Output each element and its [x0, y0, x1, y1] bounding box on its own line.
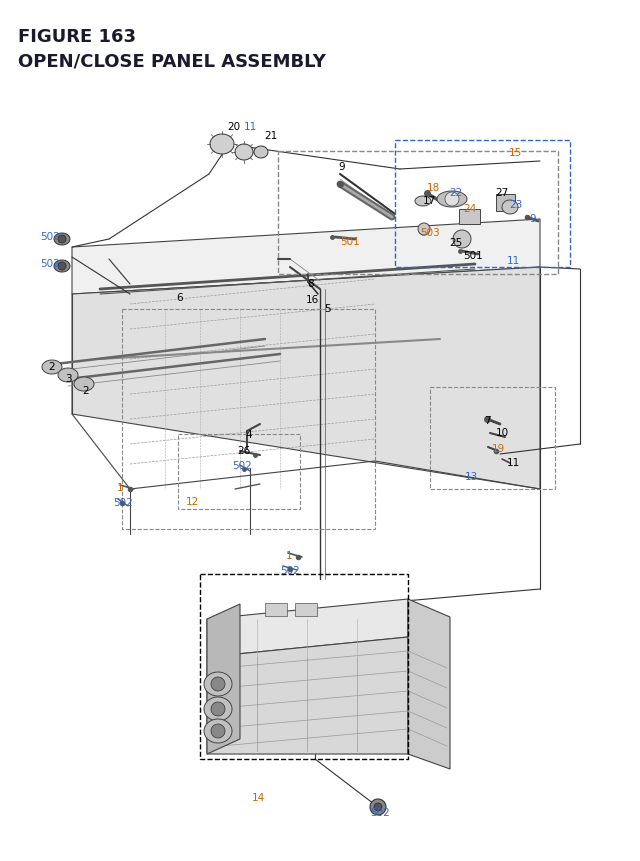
- Polygon shape: [502, 201, 518, 214]
- Text: 9: 9: [529, 214, 536, 224]
- Text: 11: 11: [507, 256, 520, 266]
- Text: 1: 1: [117, 482, 124, 492]
- Text: 502: 502: [40, 258, 60, 269]
- Text: 502: 502: [232, 461, 252, 470]
- Text: 9: 9: [338, 162, 344, 172]
- Polygon shape: [254, 147, 268, 158]
- Text: FIGURE 163: FIGURE 163: [18, 28, 136, 46]
- Polygon shape: [72, 268, 540, 489]
- Polygon shape: [437, 192, 467, 208]
- Polygon shape: [54, 233, 70, 245]
- Text: 502: 502: [370, 807, 390, 817]
- Text: 23: 23: [509, 200, 522, 210]
- Text: 27: 27: [495, 188, 508, 198]
- Text: 502: 502: [113, 498, 132, 507]
- Bar: [395, 141, 570, 268]
- Text: 2: 2: [82, 386, 88, 395]
- Text: 501: 501: [463, 251, 483, 261]
- Polygon shape: [235, 145, 253, 161]
- Polygon shape: [204, 719, 232, 743]
- Polygon shape: [459, 210, 480, 225]
- Text: 14: 14: [252, 792, 265, 802]
- Text: OPEN/CLOSE PANEL ASSEMBLY: OPEN/CLOSE PANEL ASSEMBLY: [18, 52, 326, 70]
- Polygon shape: [72, 220, 540, 294]
- Text: 22: 22: [449, 188, 462, 198]
- Text: 16: 16: [306, 294, 319, 305]
- Text: 503: 503: [420, 228, 440, 238]
- Text: 502: 502: [40, 232, 60, 242]
- Polygon shape: [210, 135, 234, 155]
- Text: 12: 12: [186, 497, 199, 506]
- Bar: [265, 604, 287, 616]
- Text: 11: 11: [507, 457, 520, 468]
- Bar: [295, 604, 317, 616]
- Polygon shape: [204, 672, 232, 697]
- Text: 7: 7: [484, 416, 491, 425]
- Text: 6: 6: [176, 293, 182, 303]
- Polygon shape: [211, 724, 225, 738]
- Text: 3: 3: [65, 374, 72, 383]
- Polygon shape: [58, 369, 78, 382]
- Text: 10: 10: [496, 428, 509, 437]
- Text: 8: 8: [307, 279, 314, 288]
- Text: 1: 1: [286, 550, 292, 561]
- Text: 13: 13: [465, 472, 478, 481]
- Polygon shape: [207, 599, 408, 657]
- Polygon shape: [408, 599, 450, 769]
- Text: 17: 17: [423, 195, 436, 206]
- Text: 25: 25: [449, 238, 462, 248]
- Polygon shape: [58, 236, 66, 244]
- Polygon shape: [58, 263, 66, 270]
- Bar: [278, 152, 558, 275]
- Text: 19: 19: [492, 443, 505, 454]
- Text: 502: 502: [280, 566, 300, 575]
- Text: 18: 18: [427, 183, 440, 193]
- Polygon shape: [211, 678, 225, 691]
- Polygon shape: [74, 378, 94, 392]
- Text: 5: 5: [324, 304, 331, 313]
- Bar: [122, 310, 375, 530]
- Text: 11: 11: [244, 122, 257, 132]
- Text: 20: 20: [227, 122, 240, 132]
- Polygon shape: [415, 197, 431, 207]
- Text: 2: 2: [48, 362, 54, 372]
- Polygon shape: [496, 195, 515, 212]
- Text: 24: 24: [463, 204, 476, 214]
- Bar: [430, 387, 555, 489]
- Polygon shape: [445, 193, 459, 207]
- Text: 15: 15: [509, 148, 522, 158]
- Polygon shape: [204, 697, 232, 722]
- Text: 4: 4: [245, 430, 252, 439]
- Polygon shape: [54, 261, 70, 273]
- Text: 501: 501: [340, 237, 360, 247]
- Polygon shape: [374, 803, 382, 811]
- Polygon shape: [207, 604, 240, 754]
- Bar: [200, 574, 408, 759]
- Polygon shape: [418, 224, 430, 236]
- Polygon shape: [370, 799, 386, 815]
- Text: 21: 21: [264, 131, 277, 141]
- Polygon shape: [42, 361, 62, 375]
- Text: 26: 26: [237, 445, 250, 455]
- Polygon shape: [453, 231, 471, 249]
- Polygon shape: [207, 637, 408, 754]
- Bar: [178, 435, 300, 510]
- Polygon shape: [211, 703, 225, 716]
